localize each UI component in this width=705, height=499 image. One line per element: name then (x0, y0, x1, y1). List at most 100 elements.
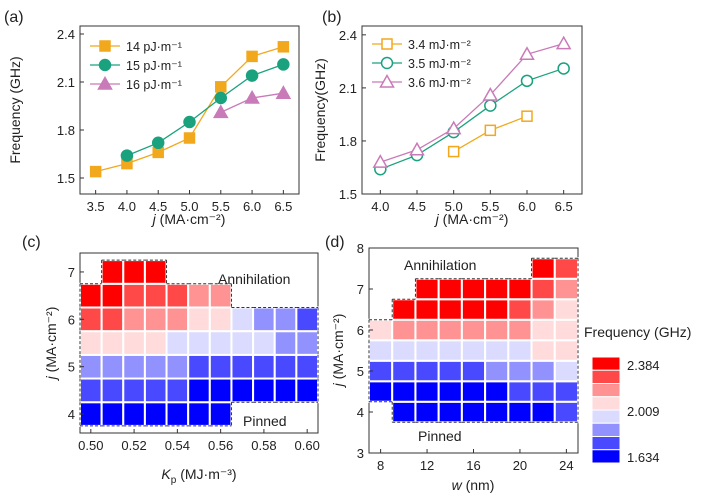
colorbar-max-label: 2.384 (627, 358, 660, 373)
panel-d-cell (391, 400, 417, 424)
panel-c-ylabel: j (MA·cm⁻²) (43, 307, 59, 382)
panel-d-cell (414, 277, 440, 301)
panel-a-point (120, 149, 134, 162)
panel-c-cell (143, 353, 168, 380)
panel-b-xtick-label: 6.0 (518, 199, 536, 214)
panel-b-xlabel: j (MA·cm⁻²) (434, 211, 509, 227)
panel-d-cell (484, 277, 510, 301)
panel-c-cell (273, 353, 298, 380)
panel-d-cell (553, 298, 579, 321)
panel-c-xlabel: Kp (MJ·m⁻³) (161, 466, 236, 486)
panel-d-cell (530, 318, 556, 342)
panel-c-cell (187, 282, 211, 309)
panel-d-cell (391, 359, 417, 383)
panel-d-cell (414, 339, 440, 362)
panel-a-point (277, 41, 290, 53)
panel-c-cell (187, 401, 211, 427)
panel-b-legend-label: 3.6 mJ·m⁻² (408, 76, 471, 90)
panel-c-xtick-label: 0.60 (295, 438, 320, 453)
panel-c-heatmap: 0.50 0.52 0.54 0.56 0.58 0.60 4 5 6 7 Annihilatio… (43, 252, 320, 486)
panel-c-cell (230, 353, 255, 380)
panel-b-ytick-label: 2.4 (339, 28, 357, 43)
panel-a-point (151, 136, 165, 150)
panel-a-ytick-label: 1.8 (57, 123, 75, 138)
panel-c-cell (100, 401, 125, 427)
panel-c-cell (143, 282, 168, 309)
panel-label-a: (a) (4, 9, 24, 26)
panel-d-cell (460, 380, 487, 403)
panel-d-cell (484, 318, 510, 342)
panel-c-cell (252, 330, 276, 356)
panel-c-cell (187, 330, 211, 356)
panel-d-cell (460, 298, 487, 321)
panel-c-cell (295, 306, 320, 333)
panel-c-cell (208, 401, 233, 427)
panel-a-point (214, 91, 228, 105)
panel-d-cell (391, 339, 417, 362)
panel-c-cell (122, 377, 146, 404)
panel-d-cell (530, 257, 556, 280)
panel-c-cell (165, 282, 190, 309)
panel-c-cell (79, 282, 103, 309)
panel-c-annihilation-label: Annihilation (218, 271, 290, 287)
panel-a-point (275, 85, 292, 99)
panel-c-cell (252, 377, 276, 404)
panel-c-cell (122, 259, 146, 285)
panel-c-cell (273, 306, 298, 333)
panel-d-cell (391, 298, 417, 321)
panel-b-series-line-2 (380, 67, 564, 170)
panel-c-cell (100, 330, 125, 356)
panel-d-cell (484, 359, 510, 383)
panel-b-xtick-label: 6.5 (555, 199, 573, 214)
panel-d-xlabel: w (nm) (452, 477, 495, 493)
panel-c-cell (143, 259, 168, 285)
panel-c-cell (252, 306, 276, 333)
panel-a-point (183, 132, 196, 144)
panel-c-cell (187, 306, 211, 333)
panel-b-point (445, 120, 462, 135)
panel-c-cell (295, 353, 320, 380)
panel-d-cell (530, 359, 556, 383)
panel-b-xtick-label: 5.5 (481, 199, 499, 214)
panel-d-cell (368, 339, 394, 362)
panel-c-cell (273, 330, 298, 356)
panel-d-xtick-label: 16 (466, 458, 480, 473)
panel-d-cell (414, 400, 440, 424)
panel-a-point (89, 165, 102, 178)
panel-a-ytick-label: 2.1 (57, 75, 75, 90)
panel-d-cell (437, 380, 463, 403)
panel-b-point (521, 110, 533, 122)
panel-c-cell (143, 330, 168, 356)
panel-b-legend-marker (379, 73, 395, 88)
panel-c-cell (295, 330, 320, 356)
panel-d-cell (437, 339, 463, 362)
panel-a-point (215, 81, 227, 93)
panel-b-point (557, 62, 570, 75)
panel-c-cell (252, 353, 276, 380)
panel-c-cell (230, 330, 255, 356)
panel-c-cell (122, 282, 146, 309)
panel-a-point (213, 104, 229, 119)
panel-b-legend-label: 3.5 mJ·m⁻² (408, 57, 471, 71)
panel-d-cell (507, 380, 533, 403)
panel-a-ytick-label: 2.4 (57, 27, 75, 42)
panel-d-cell (414, 359, 440, 383)
panel-d-ytick-label: 4 (357, 405, 364, 420)
panel-c-cell (100, 306, 125, 333)
panel-d-cell (484, 298, 510, 321)
panel-d-cell (437, 400, 463, 424)
panel-a-point (246, 50, 258, 63)
panel-d-cell (484, 380, 510, 403)
panel-c-cell (208, 377, 233, 404)
panel-a-ylabel: Frequency (GHz) (7, 56, 23, 163)
panel-d-cell (553, 277, 579, 301)
panel-b-ytick-label: 1.8 (339, 134, 357, 149)
panel-d-cell (530, 400, 556, 424)
panel-a-xtick-label: 6.5 (274, 199, 292, 214)
panel-d-cell (553, 400, 579, 424)
panel-d-pinned-label: Pinned (418, 428, 462, 444)
panel-c-cell (79, 377, 103, 404)
panel-d-cell (530, 277, 556, 301)
panel-c-cell (143, 401, 168, 427)
panel-b-legend: 3.4 mJ·m⁻² 3.5 mJ·m⁻² 3.6 mJ·m⁻² (372, 38, 471, 90)
